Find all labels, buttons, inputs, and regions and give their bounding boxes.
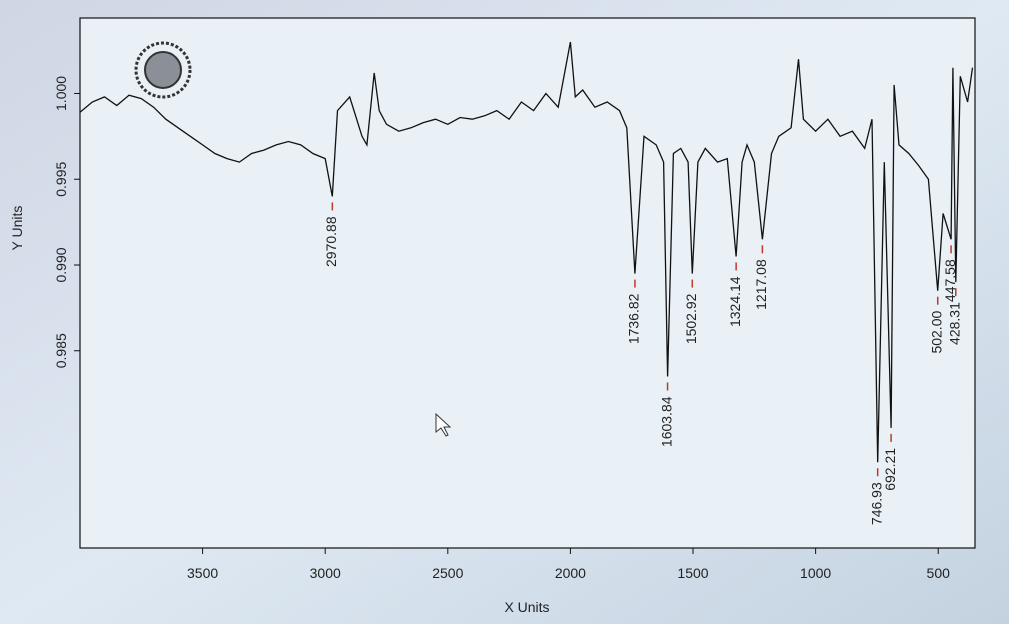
plot-frame: [79, 17, 976, 549]
x-tick-label: 3000: [310, 565, 341, 581]
peak-label: 1502.92: [683, 293, 699, 344]
x-tick-label: 500: [927, 565, 951, 581]
y-tick-label: 0.990: [53, 247, 69, 282]
y-tick-label: 1.000: [53, 76, 69, 111]
logo: [134, 41, 192, 99]
peak-label: 692.21: [882, 448, 898, 491]
peak-label: 447.58: [942, 259, 958, 302]
x-tick-label: 1000: [800, 565, 831, 581]
peak-label: 1603.84: [658, 396, 674, 447]
x-tick-label: 2000: [555, 565, 586, 581]
peak-label: 2970.88: [323, 216, 339, 267]
peak-label: 1324.14: [727, 276, 743, 327]
peak-label: 428.31: [947, 302, 963, 345]
y-tick-label: 0.985: [53, 333, 69, 368]
peak-label: 746.93: [868, 482, 884, 525]
y-tick-label: 0.995: [53, 162, 69, 197]
peak-label: 1217.08: [753, 259, 769, 310]
peak-label: 1736.82: [626, 293, 642, 344]
cursor: [435, 412, 452, 437]
x-tick-label: 3500: [187, 565, 218, 581]
peak-label: 502.00: [928, 311, 944, 354]
x-axis-label: X Units: [504, 599, 549, 615]
x-tick-label: 1500: [677, 565, 708, 581]
spectrum-line: [79, 41, 974, 463]
x-tick-label: 2500: [432, 565, 463, 581]
y-axis-label: Y Units: [9, 206, 25, 251]
